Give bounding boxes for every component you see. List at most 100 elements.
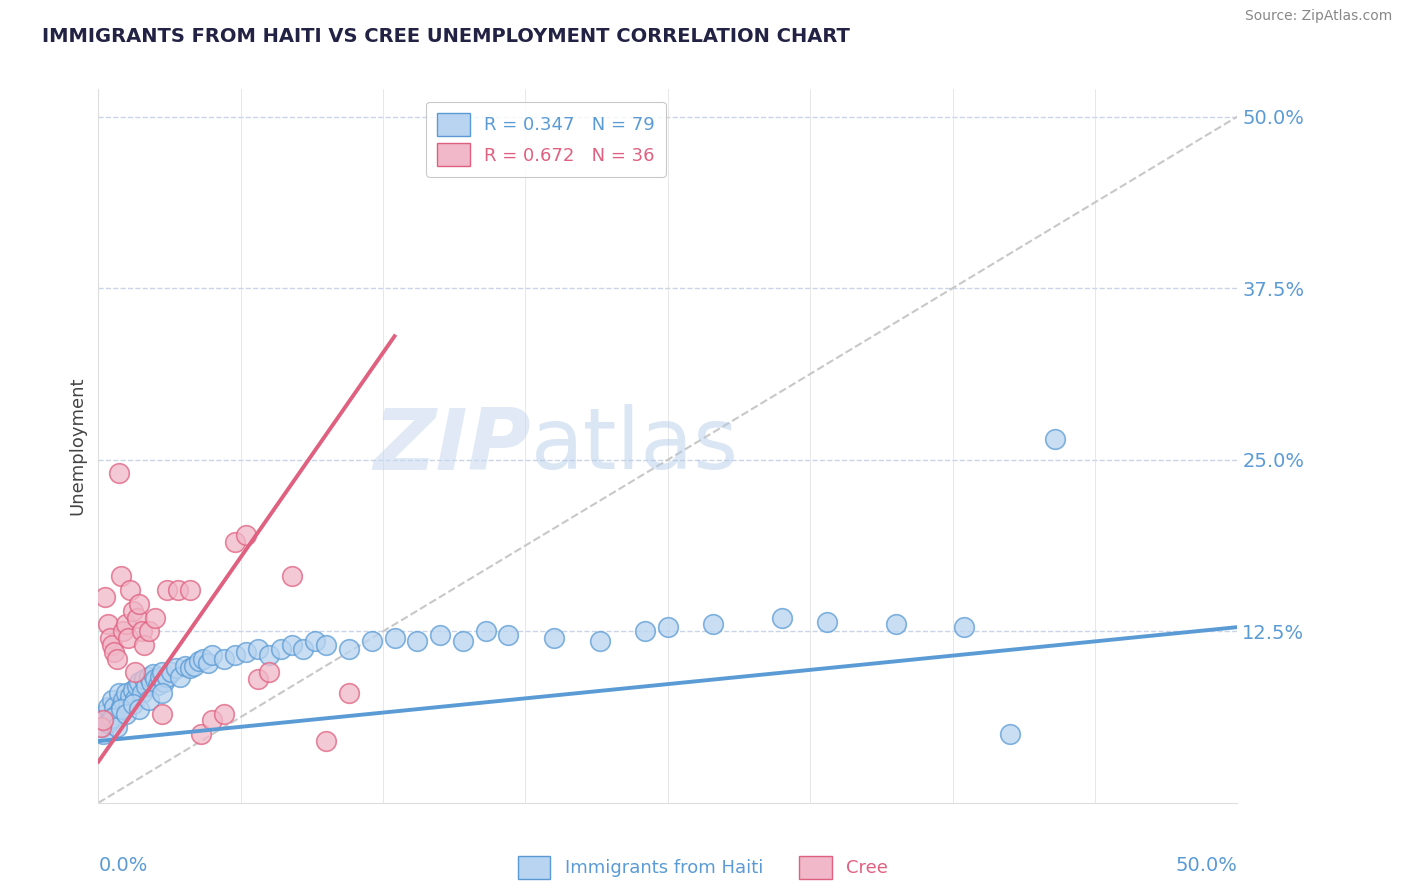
Point: [91, 714, 114, 728]
Point: [702, 617, 724, 632]
Point: [105, 651, 128, 665]
Point: [145, 673, 167, 687]
Point: [1043, 432, 1066, 446]
Text: IMMIGRANTS FROM HAITI VS CREE UNEMPLOYMENT CORRELATION CHART: IMMIGRANTS FROM HAITI VS CREE UNEMPLOYME…: [42, 27, 851, 45]
Point: [259, 648, 281, 662]
Point: [117, 631, 139, 645]
Point: [112, 624, 135, 639]
Point: [128, 702, 150, 716]
Point: [498, 628, 520, 642]
Point: [190, 727, 212, 741]
Point: [90, 720, 112, 734]
Point: [128, 597, 150, 611]
Point: [201, 648, 224, 662]
Point: [124, 691, 146, 706]
Point: [98, 631, 121, 645]
Point: [94, 590, 117, 604]
Point: [138, 624, 160, 639]
Point: [135, 679, 157, 693]
Point: [128, 675, 150, 690]
Point: [884, 617, 907, 632]
Point: [132, 673, 155, 687]
Point: [167, 583, 190, 598]
Point: [150, 706, 173, 721]
Point: [139, 675, 162, 690]
Point: [543, 631, 565, 645]
Point: [150, 665, 173, 680]
Point: [634, 624, 657, 639]
Point: [146, 678, 169, 692]
Point: [179, 583, 201, 598]
Point: [131, 686, 153, 700]
Point: [235, 645, 257, 659]
Point: [183, 658, 205, 673]
Point: [105, 720, 128, 734]
Point: [259, 665, 281, 680]
Legend: Immigrants from Haiti, Cree: Immigrants from Haiti, Cree: [510, 848, 896, 887]
Point: [212, 706, 235, 721]
Point: [224, 648, 246, 662]
Point: [131, 624, 153, 639]
Point: [953, 620, 976, 634]
Point: [96, 716, 118, 731]
Point: [169, 669, 191, 683]
Point: [201, 714, 224, 728]
Point: [998, 727, 1021, 741]
Point: [588, 633, 610, 648]
Point: [98, 714, 121, 728]
Point: [127, 679, 149, 693]
Point: [117, 697, 139, 711]
Text: ZIP: ZIP: [374, 404, 531, 488]
Point: [304, 633, 326, 648]
Point: [149, 669, 172, 683]
Point: [101, 638, 124, 652]
Point: [91, 727, 114, 741]
Point: [142, 666, 165, 681]
Point: [145, 610, 167, 624]
Point: [156, 583, 179, 598]
Legend: R = 0.347   N = 79, R = 0.672   N = 36: R = 0.347 N = 79, R = 0.672 N = 36: [426, 102, 665, 178]
Point: [197, 656, 219, 670]
Point: [451, 633, 474, 648]
Point: [160, 665, 183, 680]
Point: [96, 617, 118, 632]
Point: [153, 675, 176, 690]
Point: [105, 706, 128, 721]
Point: [114, 617, 136, 632]
Point: [124, 665, 146, 680]
Point: [156, 669, 179, 683]
Point: [474, 624, 496, 639]
Point: [292, 642, 315, 657]
Point: [174, 658, 197, 673]
Text: Source: ZipAtlas.com: Source: ZipAtlas.com: [1244, 9, 1392, 23]
Point: [270, 642, 292, 657]
Point: [315, 734, 337, 748]
Point: [114, 686, 136, 700]
Point: [429, 628, 451, 642]
Point: [101, 711, 124, 725]
Point: [315, 638, 337, 652]
Text: 0.0%: 0.0%: [98, 856, 148, 875]
Point: [337, 686, 360, 700]
Point: [138, 693, 160, 707]
Point: [103, 699, 125, 714]
Point: [108, 686, 131, 700]
Point: [657, 620, 679, 634]
Point: [360, 633, 382, 648]
Point: [94, 706, 117, 721]
Point: [110, 699, 132, 714]
Y-axis label: Unemployment: Unemployment: [67, 376, 86, 516]
Point: [108, 467, 131, 481]
Point: [384, 631, 406, 645]
Point: [132, 638, 155, 652]
Point: [770, 610, 793, 624]
Point: [103, 645, 125, 659]
Point: [121, 697, 143, 711]
Point: [114, 706, 136, 721]
Point: [406, 633, 429, 648]
Text: atlas: atlas: [531, 404, 740, 488]
Point: [110, 569, 132, 583]
Point: [179, 661, 201, 675]
Point: [121, 683, 143, 698]
Text: 50.0%: 50.0%: [1175, 856, 1237, 875]
